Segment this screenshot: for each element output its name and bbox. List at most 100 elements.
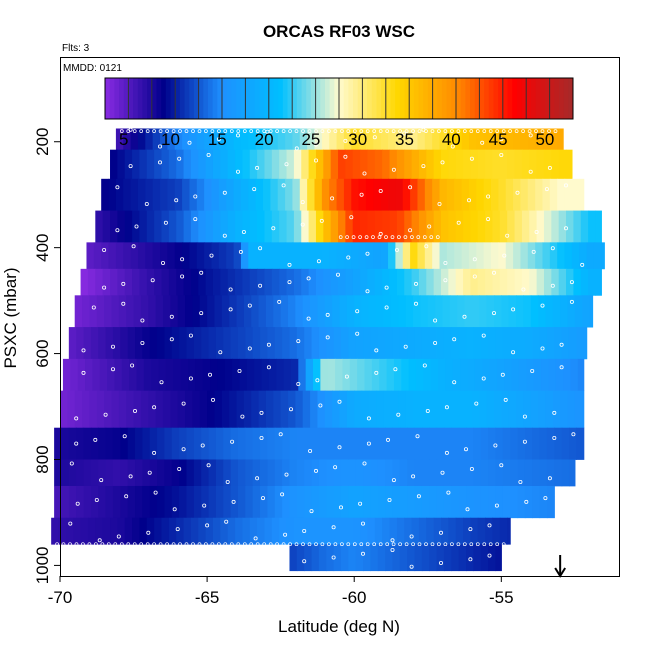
heatmap-cell <box>411 210 420 243</box>
heatmap-cell <box>393 358 402 392</box>
heatmap-cell <box>292 178 301 211</box>
heatmap-cell <box>186 327 195 360</box>
heatmap-cells <box>51 128 605 572</box>
track-point <box>351 235 356 239</box>
track-point <box>443 278 448 283</box>
heatmap-cell <box>232 358 241 392</box>
track-point <box>288 129 292 133</box>
heatmap-cell <box>274 427 283 460</box>
heatmap-cell <box>238 485 246 519</box>
track-point <box>365 129 370 133</box>
colorbar-cell <box>418 78 424 119</box>
heatmap-cell <box>326 427 335 460</box>
heatmap-cell <box>570 358 579 392</box>
track-point <box>365 251 370 256</box>
colorbar-cell <box>404 78 410 119</box>
colorbar-cell <box>395 78 401 119</box>
heatmap-cell <box>380 128 389 151</box>
heatmap-cell <box>367 210 376 243</box>
heatmap-cell <box>76 327 85 360</box>
heatmap-cell <box>99 358 108 392</box>
colorbar-cell <box>198 78 204 119</box>
track-point <box>255 476 260 481</box>
heatmap-cell <box>507 268 516 296</box>
flights-note: Flts: 3 <box>62 43 90 54</box>
heatmap-cell <box>517 459 526 487</box>
track-point <box>524 499 529 504</box>
heatmap-cell <box>190 210 199 243</box>
track-point <box>511 350 516 355</box>
heatmap-cell <box>367 149 376 180</box>
heatmap-cell <box>80 268 89 296</box>
heatmap-cell <box>304 459 313 487</box>
heatmap-cell <box>242 210 251 243</box>
heatmap-cell <box>460 358 469 392</box>
heatmap-cell <box>314 178 323 211</box>
heatmap-cell <box>89 295 98 328</box>
track-point <box>344 374 349 379</box>
track-point <box>224 519 229 524</box>
colorbar-tick-label: 20 <box>255 130 274 149</box>
track-point <box>374 348 379 353</box>
track-point <box>145 542 150 547</box>
track-point <box>165 542 169 547</box>
heatmap-cell <box>276 358 285 392</box>
track-point <box>499 152 504 157</box>
track-point <box>397 235 401 239</box>
heatmap-cell <box>146 268 155 296</box>
colorbar-cell <box>128 78 134 119</box>
heatmap-cell <box>521 210 530 243</box>
heatmap-cell <box>149 427 158 460</box>
heatmap-cell <box>563 358 572 392</box>
heatmap-cell <box>120 427 129 460</box>
track-point <box>475 129 480 133</box>
heatmap-cell <box>493 295 502 328</box>
heatmap-cell <box>315 210 324 243</box>
heatmap-cell <box>414 485 423 519</box>
heatmap-cell <box>92 358 101 392</box>
track-point <box>540 129 545 133</box>
heatmap-cell <box>126 390 135 429</box>
heatmap-cell <box>255 128 264 151</box>
track-point <box>275 129 279 133</box>
colorbar-cell <box>264 78 270 119</box>
track-point <box>452 337 457 342</box>
heatmap-cell <box>135 327 143 360</box>
heatmap-cell <box>263 242 271 270</box>
heatmap-cell <box>333 485 342 519</box>
heatmap-cell <box>296 485 305 519</box>
heatmap-cell <box>201 327 210 360</box>
heatmap-cell <box>235 149 244 180</box>
heatmap-cell <box>218 178 227 211</box>
heatmap-cell <box>212 210 221 243</box>
heatmap-cell <box>454 242 463 270</box>
heatmap-cell <box>314 242 323 270</box>
track-point <box>128 164 133 169</box>
heatmap-cell <box>471 390 480 429</box>
heatmap-cell <box>170 295 179 328</box>
track-point <box>378 129 383 133</box>
heatmap-cell <box>536 210 545 243</box>
heatmap-cell <box>432 128 441 151</box>
heatmap-cell <box>389 149 398 180</box>
track-point <box>343 138 348 143</box>
heatmap-cell <box>586 242 595 270</box>
heatmap-cell <box>102 517 111 545</box>
track-point <box>433 318 438 323</box>
heatmap-cell <box>324 390 333 429</box>
heatmap-cell <box>368 390 377 429</box>
heatmap-cell <box>102 210 111 243</box>
heatmap-cell <box>186 427 195 460</box>
colorbar-cell <box>362 78 368 119</box>
colorbar-cell <box>287 78 293 119</box>
heatmap-cell <box>527 242 536 270</box>
heatmap-cell <box>74 390 83 429</box>
heatmap-cell <box>507 210 516 243</box>
track-point <box>362 171 367 176</box>
heatmap-cell <box>193 327 202 360</box>
heatmap-cell <box>399 544 408 572</box>
heatmap-cell <box>385 544 394 572</box>
heatmap-cell <box>365 242 374 270</box>
heatmap-cell <box>551 210 560 243</box>
track-point <box>111 344 116 349</box>
